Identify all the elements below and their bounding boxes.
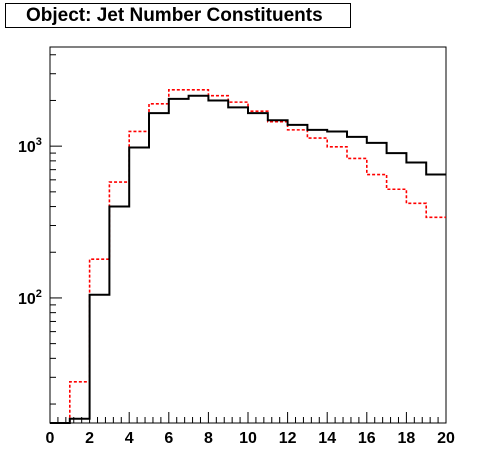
x-tick-label: 20	[437, 430, 455, 447]
histogram-series-black	[50, 94, 446, 424]
x-tick-label: 14	[318, 430, 336, 447]
x-tick-label: 12	[279, 430, 297, 447]
series-layer	[50, 89, 446, 424]
x-tick-label: 18	[398, 430, 416, 447]
x-tick-label: 16	[358, 430, 376, 447]
x-tick-label: 0	[46, 430, 55, 447]
axis-layer: 0 2 4 6 8 10 12 14 16 18 20 102 103	[18, 54, 455, 447]
y-tick-label: 103	[18, 136, 42, 156]
chart-title-box: Object: Jet Number Constituents	[5, 3, 351, 28]
x-tick-label: 4	[125, 430, 134, 447]
x-tick-label: 2	[85, 430, 94, 447]
x-tick-label: 8	[204, 430, 213, 447]
x-tick-label: 10	[239, 430, 257, 447]
chart-title: Object: Jet Number Constituents	[26, 4, 323, 26]
x-tick-label: 6	[164, 430, 173, 447]
y-tick-label: 102	[18, 288, 42, 308]
